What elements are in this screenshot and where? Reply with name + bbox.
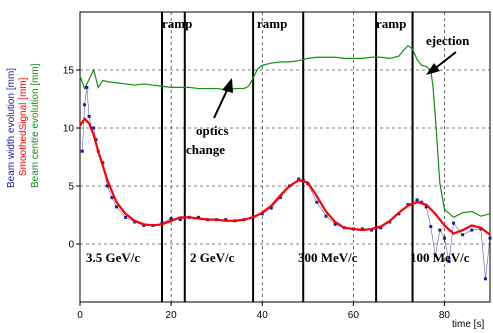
x-tick-label: 40 (257, 310, 269, 321)
annotation-ramp-2: ramp (257, 16, 287, 31)
plot-area (79, 11, 491, 303)
x-tick-label: 20 (166, 310, 178, 321)
series-group (79, 44, 492, 281)
annotation-ramp-3: ramp (376, 16, 406, 31)
annotation-energy-100MeV: 100 MeV/c (410, 250, 470, 265)
annotation-change: change (186, 142, 225, 157)
annotation-ejection: ejection (426, 33, 470, 48)
tick-labels: 0 20 40 60 80 0 5 10 15 (63, 66, 451, 322)
y-tick-label: 10 (63, 124, 75, 135)
x-tick-label: 80 (439, 310, 451, 321)
y-axis-label-smoothed-signal: SmoothedSignal [mm] (18, 77, 29, 176)
phase-lines (161, 12, 414, 302)
y-tick-label: 0 (68, 240, 74, 251)
annotation-ramp-1: ramp (162, 16, 192, 31)
optics-change-arrow (213, 78, 233, 119)
series-smoothed-signal (79, 116, 491, 236)
series-beam-width (81, 87, 491, 279)
x-axis-label: time [s] (452, 319, 484, 330)
annotation-energy-2GeV: 2 GeV/c (190, 250, 235, 265)
y-axis-label-beam-width: Beam width evolution [mm] (6, 68, 17, 188)
grid (80, 12, 490, 302)
y-tick-label: 15 (63, 66, 75, 77)
x-tick-label: 60 (348, 310, 360, 321)
y-axis-label-beam-centre: Beam centre evolution [mm] (30, 63, 41, 188)
annotation-optics: optics (196, 123, 229, 138)
y-tick-label: 5 (68, 182, 74, 193)
series-beam-centre (79, 44, 491, 219)
annotation-energy-300MeV: 300 MeV/c (298, 250, 358, 265)
ejection-arrow (426, 51, 457, 75)
annotation-energy-3.5GeV: 3.5 GeV/c (86, 250, 140, 265)
x-tick-label: 0 (77, 310, 83, 321)
